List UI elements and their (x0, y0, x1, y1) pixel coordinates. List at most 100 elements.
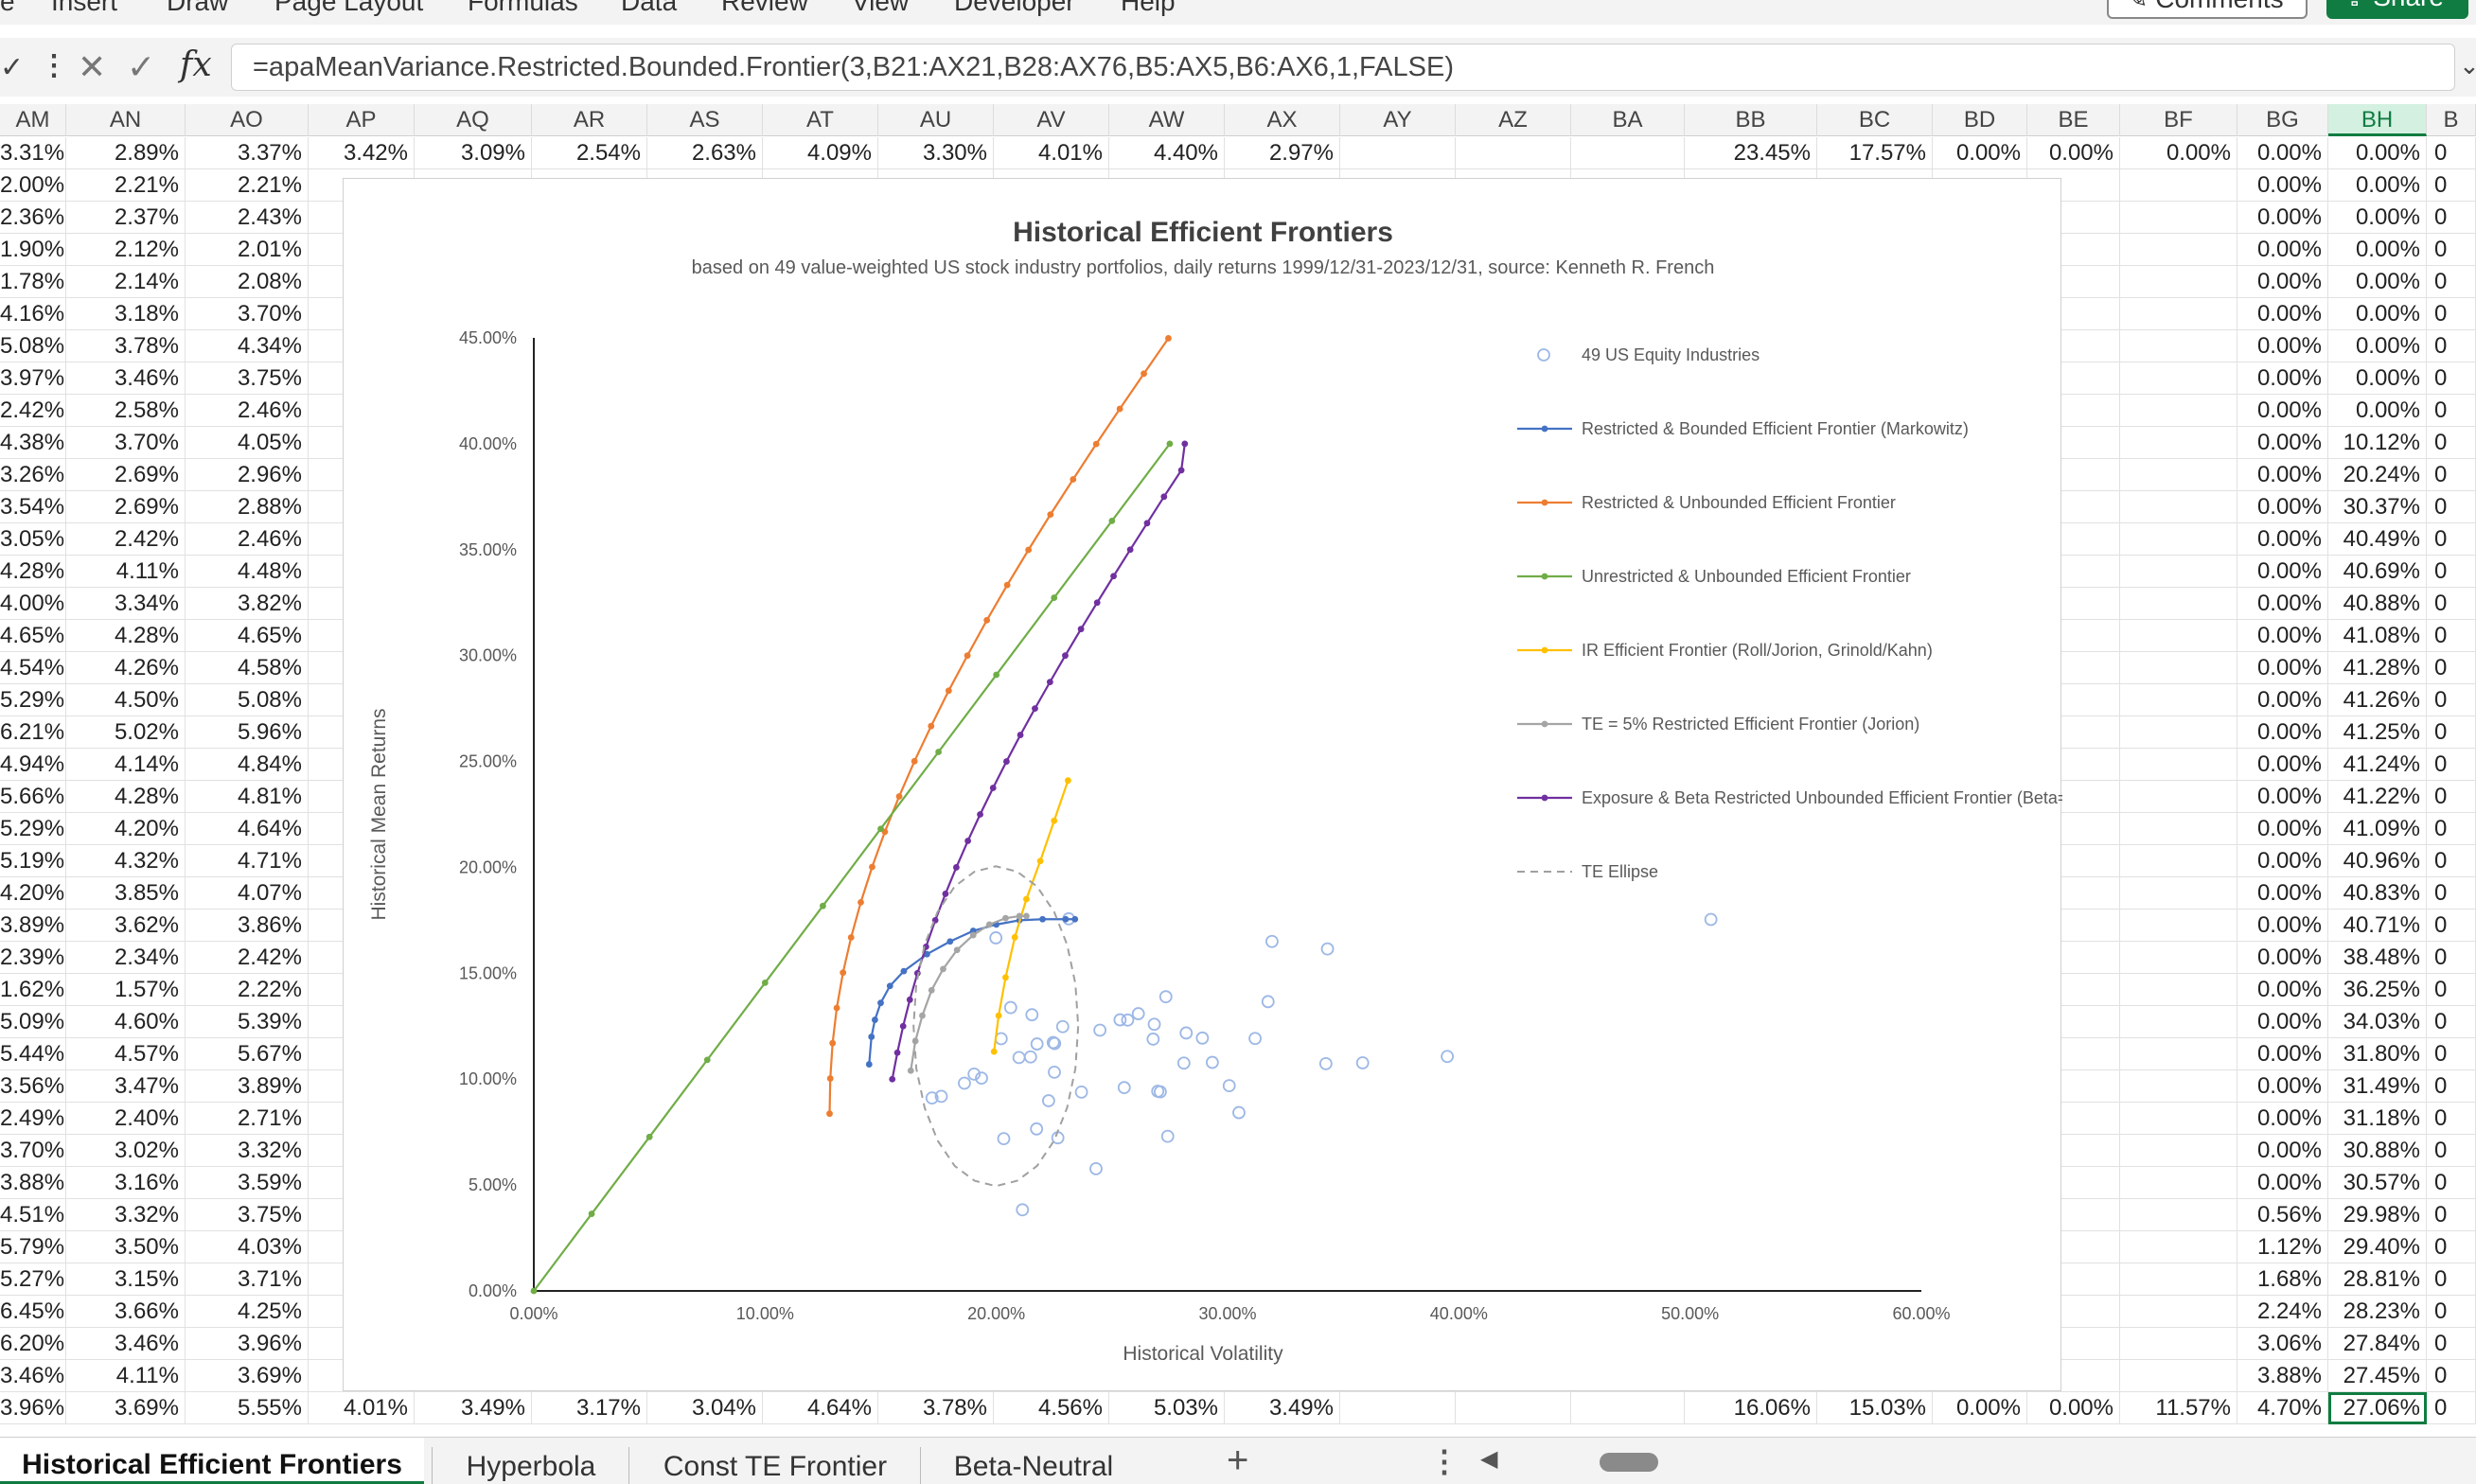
cell-bg[interactable]: 3.88% (2237, 1360, 2328, 1392)
cell-bf[interactable] (2120, 491, 2237, 523)
cell-bg[interactable]: 0.00% (2237, 781, 2328, 813)
cell-bh[interactable]: 40.83% (2328, 877, 2427, 910)
cell-bh[interactable]: 41.24% (2328, 749, 2427, 781)
cell-bh[interactable]: 41.22% (2328, 781, 2427, 813)
cell-am[interactable]: 3.89% (0, 910, 66, 942)
cell-bh[interactable]: 40.69% (2328, 556, 2427, 588)
column-header-ap[interactable]: AP (309, 104, 415, 136)
cell-b[interactable]: 0 (2427, 877, 2476, 910)
cell-an[interactable]: 4.28% (66, 781, 186, 813)
cell-ao[interactable]: 4.03% (186, 1231, 309, 1263)
cell-bg[interactable]: 0.00% (2237, 1038, 2328, 1070)
cell-bf[interactable] (2120, 910, 2237, 942)
cell-b[interactable]: 0 (2427, 716, 2476, 749)
cell-ao[interactable]: 5.55% (186, 1392, 309, 1424)
cell-ba[interactable] (1571, 137, 1685, 169)
cell-am[interactable]: 5.79% (0, 1231, 66, 1263)
cell-ao[interactable]: 3.69% (186, 1360, 309, 1392)
cell-bh[interactable]: 40.88% (2328, 588, 2427, 620)
cell-b[interactable]: 0 (2427, 1135, 2476, 1167)
formula-input[interactable]: =apaMeanVariance.Restricted.Bounded.Fron… (231, 44, 2455, 91)
cell-bg[interactable]: 0.00% (2237, 202, 2328, 234)
cell-ao[interactable]: 2.88% (186, 491, 309, 523)
cell-b[interactable]: 0 (2427, 330, 2476, 362)
cell-be[interactable] (2027, 1231, 2120, 1263)
cell-bf[interactable] (2120, 845, 2237, 877)
cell-bf[interactable] (2120, 1231, 2237, 1263)
cell-an[interactable]: 5.02% (66, 716, 186, 749)
cell-bh[interactable]: 31.49% (2328, 1070, 2427, 1103)
cell-bh[interactable]: 0.00% (2328, 137, 2427, 169)
cell-bf[interactable] (2120, 1360, 2237, 1392)
cell-b[interactable]: 0 (2427, 1070, 2476, 1103)
cell-ao[interactable]: 3.37% (186, 137, 309, 169)
cell-aq[interactable]: 3.09% (415, 137, 532, 169)
cell-bh[interactable]: 0.00% (2328, 330, 2427, 362)
cell-as[interactable]: 3.04% (647, 1392, 763, 1424)
cell-bg[interactable]: 0.00% (2237, 556, 2328, 588)
cell-bh[interactable]: 0.00% (2328, 298, 2427, 330)
sheet-tab-historical-efficient-frontiers[interactable]: Historical Efficient Frontiers (0, 1438, 424, 1484)
chevron-left-icon[interactable]: ◀ (1480, 1446, 1498, 1472)
cell-bg[interactable]: 2.24% (2237, 1296, 2328, 1328)
column-header-be[interactable]: BE (2027, 104, 2120, 136)
cell-bf[interactable] (2120, 813, 2237, 845)
cell-an[interactable]: 3.62% (66, 910, 186, 942)
cell-bf[interactable] (2120, 330, 2237, 362)
column-header-ba[interactable]: BA (1571, 104, 1685, 136)
cell-b[interactable]: 0 (2427, 1199, 2476, 1231)
cell-b[interactable]: 0 (2427, 523, 2476, 556)
column-header-at[interactable]: AT (763, 104, 878, 136)
cell-b[interactable]: 0 (2427, 169, 2476, 202)
cell-bg[interactable]: 0.00% (2237, 491, 2328, 523)
cell-an[interactable]: 3.69% (66, 1392, 186, 1424)
cell-ao[interactable]: 2.71% (186, 1103, 309, 1135)
cell-bh[interactable]: 27.45% (2328, 1360, 2427, 1392)
cell-b[interactable]: 0 (2427, 1328, 2476, 1360)
cell-ap[interactable]: 3.42% (309, 137, 415, 169)
cell-bg[interactable]: 4.70% (2237, 1392, 2328, 1424)
cell-be[interactable] (2027, 169, 2120, 202)
cell-an[interactable]: 2.58% (66, 395, 186, 427)
cell-an[interactable]: 2.14% (66, 266, 186, 298)
cell-am[interactable]: 6.20% (0, 1328, 66, 1360)
cell-be[interactable] (2027, 1167, 2120, 1199)
insert-function-button[interactable]: fx (180, 45, 212, 84)
cell-an[interactable]: 3.50% (66, 1231, 186, 1263)
cell-am[interactable]: 5.09% (0, 1006, 66, 1038)
cell-am[interactable]: 5.19% (0, 845, 66, 877)
cell-bg[interactable]: 0.00% (2237, 1103, 2328, 1135)
cell-bh[interactable]: 40.96% (2328, 845, 2427, 877)
cell-bh[interactable]: 20.24% (2328, 459, 2427, 491)
cell-bd[interactable]: 0.00% (1933, 137, 2027, 169)
cell-an[interactable]: 4.11% (66, 556, 186, 588)
cell-b[interactable]: 0 (2427, 1103, 2476, 1135)
cell-av[interactable]: 4.01% (994, 137, 1109, 169)
cell-aq[interactable]: 3.49% (415, 1392, 532, 1424)
cell-an[interactable]: 3.85% (66, 877, 186, 910)
cell-an[interactable]: 4.14% (66, 749, 186, 781)
cell-am[interactable]: 2.00% (0, 169, 66, 202)
cell-b[interactable]: 0 (2427, 942, 2476, 974)
cell-bg[interactable]: 0.00% (2237, 1135, 2328, 1167)
cell-bf[interactable] (2120, 652, 2237, 684)
cell-am[interactable]: 2.39% (0, 942, 66, 974)
cell-ap[interactable]: 4.01% (309, 1392, 415, 1424)
cell-b[interactable]: 0 (2427, 652, 2476, 684)
cell-bf[interactable] (2120, 1263, 2237, 1296)
cell-am[interactable]: 4.00% (0, 588, 66, 620)
cell-ao[interactable]: 5.39% (186, 1006, 309, 1038)
cell-b[interactable]: 0 (2427, 234, 2476, 266)
cell-be[interactable] (2027, 1103, 2120, 1135)
cell-an[interactable]: 3.02% (66, 1135, 186, 1167)
cell-am[interactable]: 4.20% (0, 877, 66, 910)
comments-button[interactable]: ✎ Comments (2107, 0, 2308, 19)
cell-am[interactable]: 4.38% (0, 427, 66, 459)
cell-be[interactable] (2027, 459, 2120, 491)
cell-bf[interactable] (2120, 684, 2237, 716)
cell-bh[interactable]: 0.00% (2328, 234, 2427, 266)
cell-b[interactable]: 0 (2427, 1296, 2476, 1328)
cell-ao[interactable]: 4.65% (186, 620, 309, 652)
cell-bf[interactable] (2120, 523, 2237, 556)
cell-bh[interactable]: 0.00% (2328, 202, 2427, 234)
